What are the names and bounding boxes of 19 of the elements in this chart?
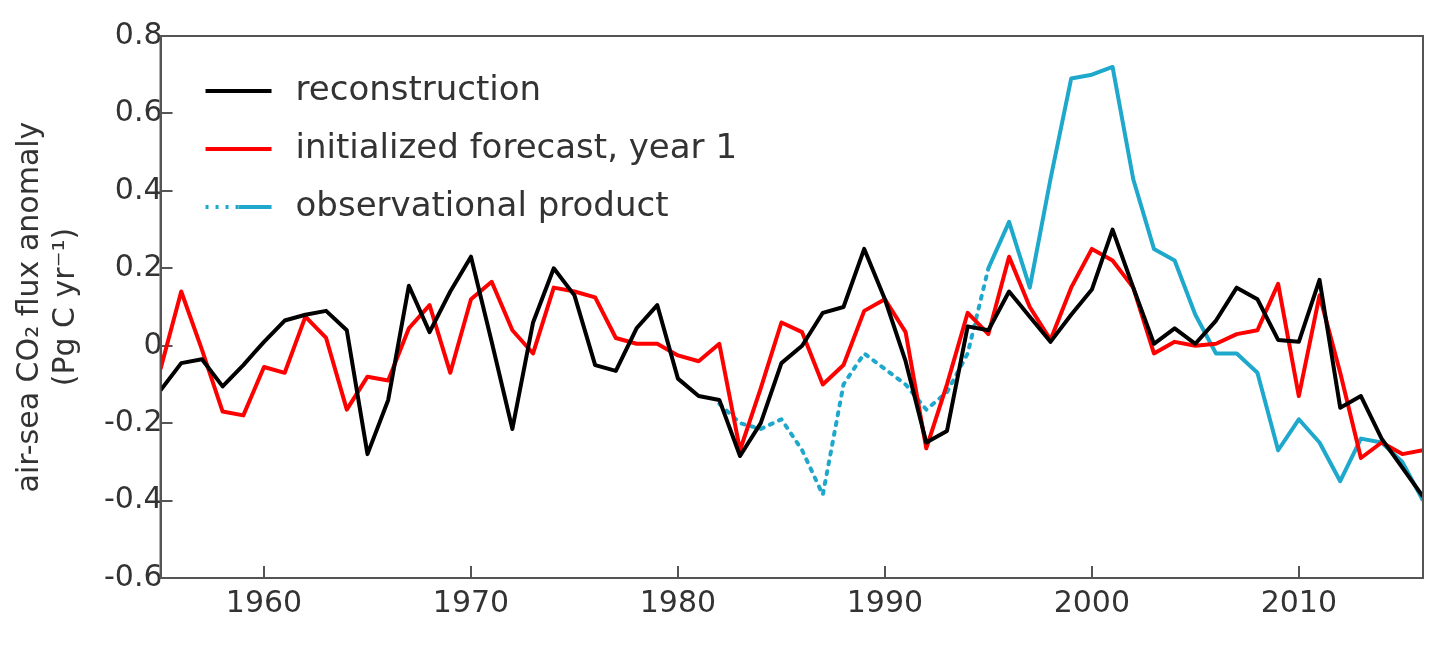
y-tick-label: 0.8 xyxy=(114,15,163,51)
y-tick-label: 0.2 xyxy=(114,248,163,284)
x-tick-label: 1970 xyxy=(432,583,510,619)
legend-label: observational product xyxy=(295,183,669,224)
text: (Pg C yr⁻¹) xyxy=(45,227,81,387)
y-tick-label: 0.6 xyxy=(114,93,163,129)
y-tick-label: 0.4 xyxy=(114,170,163,206)
text: air-sea CO₂ flux anomaly xyxy=(9,121,45,493)
y-tick-label: -0.6 xyxy=(103,557,163,593)
x-tick-label: 2010 xyxy=(1260,583,1337,619)
y-tick-label: -0.2 xyxy=(103,402,163,438)
x-tick-label: 2000 xyxy=(1053,583,1131,619)
x-tick-label: 1980 xyxy=(639,583,717,619)
legend-label: reconstruction xyxy=(295,67,542,108)
x-tick-label: 1990 xyxy=(846,583,924,619)
y-tick-label: -0.4 xyxy=(103,480,163,516)
y-tick-label: 0 xyxy=(143,325,163,361)
x-tick-label: 1960 xyxy=(225,583,303,619)
legend-label: initialized forecast, year 1 xyxy=(295,125,738,166)
